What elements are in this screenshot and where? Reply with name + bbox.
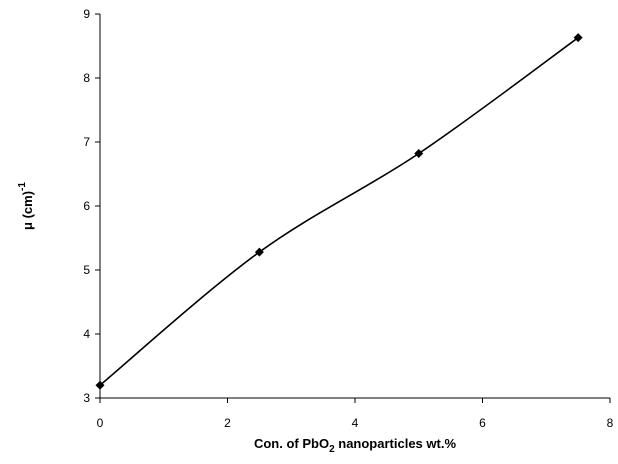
data-point-marker bbox=[254, 247, 264, 257]
y-axis-title-main: μ (cm) bbox=[20, 191, 35, 230]
y-tick-label: 9 bbox=[83, 7, 90, 21]
x-axis-title-subscript: 2 bbox=[329, 444, 335, 455]
x-tick-label: 2 bbox=[224, 416, 231, 430]
y-axis-title-superscript: -1 bbox=[17, 182, 28, 191]
y-tick-label: 4 bbox=[83, 327, 90, 341]
y-axis-title: μ (cm)-1 bbox=[17, 182, 35, 230]
x-tick-label: 8 bbox=[607, 416, 614, 430]
y-tick-label: 8 bbox=[83, 71, 90, 85]
x-axis-title-rest: nanoparticles wt.% bbox=[335, 436, 457, 451]
y-tick-label: 7 bbox=[83, 135, 90, 149]
x-axis-title: Con. of PbO2 nanoparticles wt.% bbox=[254, 436, 456, 455]
x-tick-label: 6 bbox=[479, 416, 486, 430]
series-line bbox=[99, 37, 579, 386]
data-point-marker bbox=[95, 380, 105, 390]
x-axis-title-main: Con. of PbO bbox=[254, 436, 329, 451]
y-axis-ticks: 3 4 5 6 7 8 9 bbox=[83, 7, 100, 405]
x-tick-label: 4 bbox=[352, 416, 359, 430]
data-point-marker bbox=[573, 33, 583, 43]
y-tick-label: 3 bbox=[83, 391, 90, 405]
y-tick-label: 5 bbox=[83, 263, 90, 277]
data-point-marker bbox=[414, 149, 424, 159]
data-markers bbox=[95, 33, 583, 390]
x-tick-label: 0 bbox=[97, 416, 104, 430]
x-axis-ticks: 0 2 4 6 8 bbox=[97, 398, 614, 430]
y-tick-label: 6 bbox=[83, 199, 90, 213]
